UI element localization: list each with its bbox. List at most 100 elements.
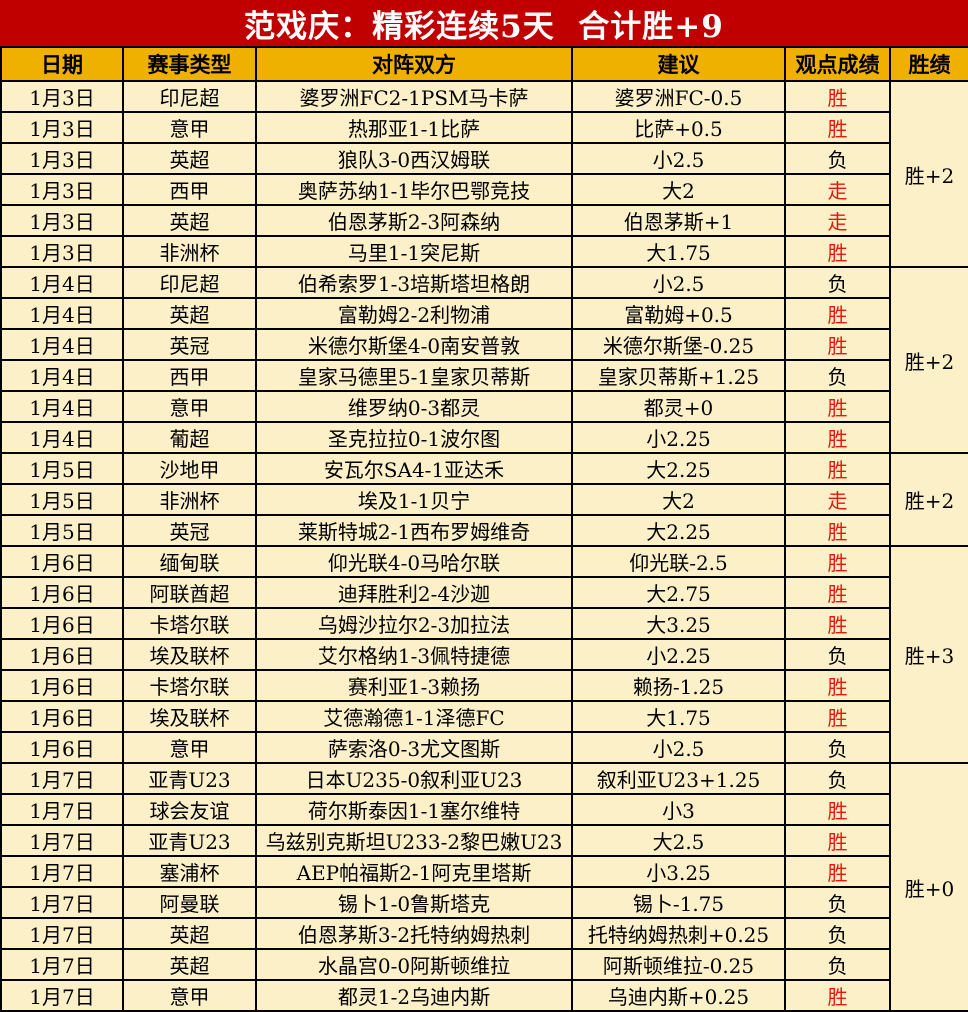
- table-row: 1月3日 印尼超 婆罗洲FC2-1PSM马卡萨 婆罗洲FC-0.5 胜胜+2: [0, 80, 968, 268]
- league-cell: 亚青U23: [122, 762, 257, 795]
- match-cell: 艾德瀚德1-1泽德FC: [255, 700, 573, 733]
- result-cell: 负: [784, 917, 891, 950]
- match-cell: 乌兹别克斯坦U233-2黎巴嫩U23: [255, 824, 573, 857]
- match-cell: 艾尔格纳1-3佩特捷德: [255, 638, 573, 671]
- table-row: 1月7日 意甲 都灵1-2乌迪内斯 乌迪内斯+0.25 胜: [0, 979, 968, 1012]
- table-row: 1月7日 亚青U23 乌兹别克斯坦U233-2黎巴嫩U23 大2.5 胜: [0, 824, 968, 857]
- result-cell: 胜: [784, 390, 891, 423]
- date-cell: 1月3日: [0, 204, 124, 237]
- table-row: 1月6日 缅甸联 仰光联4-0马哈尔联 仰光联-2.5 胜胜+3: [0, 545, 968, 764]
- date-cell: 1月7日: [0, 824, 124, 857]
- match-cell: 埃及1-1贝宁: [255, 483, 573, 516]
- tip-cell: 大2: [571, 173, 786, 206]
- match-cell: 乌姆沙拉尔2-3加拉法: [255, 607, 573, 640]
- table-row: 1月6日 卡塔尔联 乌姆沙拉尔2-3加拉法 大3.25 胜: [0, 607, 968, 640]
- match-cell: AEP帕福斯2-1阿克里塔斯: [255, 855, 573, 888]
- date-cell: 1月7日: [0, 793, 124, 826]
- result-cell: 走: [784, 204, 891, 237]
- league-cell: 卡塔尔联: [122, 669, 257, 702]
- date-cell: 1月4日: [0, 421, 124, 454]
- table-row: 1月3日 意甲 热那亚1-1比萨 比萨+0.5 胜: [0, 111, 968, 144]
- date-cell: 1月4日: [0, 390, 124, 423]
- league-cell: 埃及联杯: [122, 638, 257, 671]
- league-cell: 非洲杯: [122, 235, 257, 268]
- table-row: 1月3日 非洲杯 马里1-1突尼斯 大1.75 胜: [0, 235, 968, 268]
- league-cell: 塞浦杯: [122, 855, 257, 888]
- date-cell: 1月5日: [0, 452, 124, 485]
- league-cell: 意甲: [122, 731, 257, 764]
- tip-cell: 比萨+0.5: [571, 111, 786, 144]
- result-cell: 负: [784, 948, 891, 981]
- date-cell: 1月4日: [0, 359, 124, 392]
- match-cell: 锡卜1-0鲁斯塔克: [255, 886, 573, 919]
- result-cell: 胜: [784, 700, 891, 733]
- col-header-match: 对阵双方: [255, 46, 573, 82]
- match-cell: 赛利亚1-3赖扬: [255, 669, 573, 702]
- table-row: 1月3日 英超 狼队3-0西汉姆联 小2.5 负: [0, 142, 968, 175]
- date-cell: 1月6日: [0, 731, 124, 764]
- league-cell: 阿曼联: [122, 886, 257, 919]
- date-cell: 1月7日: [0, 917, 124, 950]
- tip-cell: 皇家贝蒂斯+1.25: [571, 359, 786, 392]
- table-row: 1月4日 西甲 皇家马德里5-1皇家贝蒂斯 皇家贝蒂斯+1.25 负: [0, 359, 968, 392]
- league-cell: 印尼超: [122, 80, 257, 113]
- result-cell: 负: [784, 762, 891, 795]
- result-cell: 胜: [784, 576, 891, 609]
- col-header-date: 日期: [0, 46, 124, 82]
- tip-cell: 都灵+0: [571, 390, 786, 423]
- date-cell: 1月4日: [0, 297, 124, 330]
- league-cell: 意甲: [122, 111, 257, 144]
- result-cell: 负: [784, 142, 891, 175]
- table-row: 1月3日 西甲 奥萨苏纳1-1毕尔巴鄂竞技 大2 走: [0, 173, 968, 206]
- result-cell: 胜: [784, 297, 891, 330]
- league-cell: 英超: [122, 297, 257, 330]
- col-header-result: 观点成绩: [784, 46, 891, 82]
- table-row: 1月4日 英冠 米德尔斯堡4-0南安普敦 米德尔斯堡-0.25 胜: [0, 328, 968, 361]
- date-cell: 1月4日: [0, 266, 124, 299]
- tip-cell: 小2.5: [571, 731, 786, 764]
- date-cell: 1月4日: [0, 328, 124, 361]
- match-cell: 伯恩茅斯3-2托特纳姆热刺: [255, 917, 573, 950]
- date-cell: 1月6日: [0, 607, 124, 640]
- tip-cell: 阿斯顿维拉-0.25: [571, 948, 786, 981]
- result-cell: 胜: [784, 855, 891, 888]
- league-cell: 球会友谊: [122, 793, 257, 826]
- tip-cell: 叙利亚U23+1.25: [571, 762, 786, 795]
- tip-cell: 小3.25: [571, 855, 786, 888]
- table-row: 1月6日 埃及联杯 艾尔格纳1-3佩特捷德 小2.25 负: [0, 638, 968, 671]
- result-cell: 胜: [784, 452, 891, 485]
- league-cell: 英冠: [122, 514, 257, 547]
- match-cell: 婆罗洲FC2-1PSM马卡萨: [255, 80, 573, 113]
- streak-cell: 胜+0: [889, 762, 968, 1012]
- table-row: 1月4日 英超 富勒姆2-2利物浦 富勒姆+0.5 胜: [0, 297, 968, 330]
- result-cell: 走: [784, 173, 891, 206]
- league-cell: 西甲: [122, 173, 257, 206]
- page-title: 范戏庆：精彩连续5天 合计胜+9: [244, 8, 724, 45]
- match-cell: 日本U235-0叙利亚U23: [255, 762, 573, 795]
- league-cell: 西甲: [122, 359, 257, 392]
- match-cell: 皇家马德里5-1皇家贝蒂斯: [255, 359, 573, 392]
- tip-cell: 大1.75: [571, 235, 786, 268]
- tip-cell: 小3: [571, 793, 786, 826]
- date-cell: 1月5日: [0, 514, 124, 547]
- date-cell: 1月7日: [0, 762, 124, 795]
- betting-record-table: 日期 赛事类型 对阵双方 建议 观点成绩 胜绩 1月3日 印尼超 婆罗洲FC2-1P…: [0, 46, 968, 1012]
- date-cell: 1月6日: [0, 700, 124, 733]
- tip-cell: 仰光联-2.5: [571, 545, 786, 578]
- tip-cell: 大2.75: [571, 576, 786, 609]
- match-cell: 水晶宫0-0阿斯顿维拉: [255, 948, 573, 981]
- league-cell: 阿联酋超: [122, 576, 257, 609]
- match-cell: 萨索洛0-3尤文图斯: [255, 731, 573, 764]
- table-body: 1月3日 印尼超 婆罗洲FC2-1PSM马卡萨 婆罗洲FC-0.5 胜胜+2 1月3日 意甲…: [0, 80, 968, 1012]
- date-cell: 1月5日: [0, 483, 124, 516]
- tip-cell: 富勒姆+0.5: [571, 297, 786, 330]
- title-banner: 范戏庆：精彩连续5天 合计胜+9: [0, 0, 968, 46]
- tip-cell: 锡卜-1.75: [571, 886, 786, 919]
- league-cell: 沙地甲: [122, 452, 257, 485]
- result-cell: 胜: [784, 421, 891, 454]
- tip-cell: 大2.25: [571, 514, 786, 547]
- result-cell: 胜: [784, 80, 891, 113]
- match-cell: 米德尔斯堡4-0南安普敦: [255, 328, 573, 361]
- match-cell: 伯希索罗1-3培斯塔坦格朗: [255, 266, 573, 299]
- league-cell: 亚青U23: [122, 824, 257, 857]
